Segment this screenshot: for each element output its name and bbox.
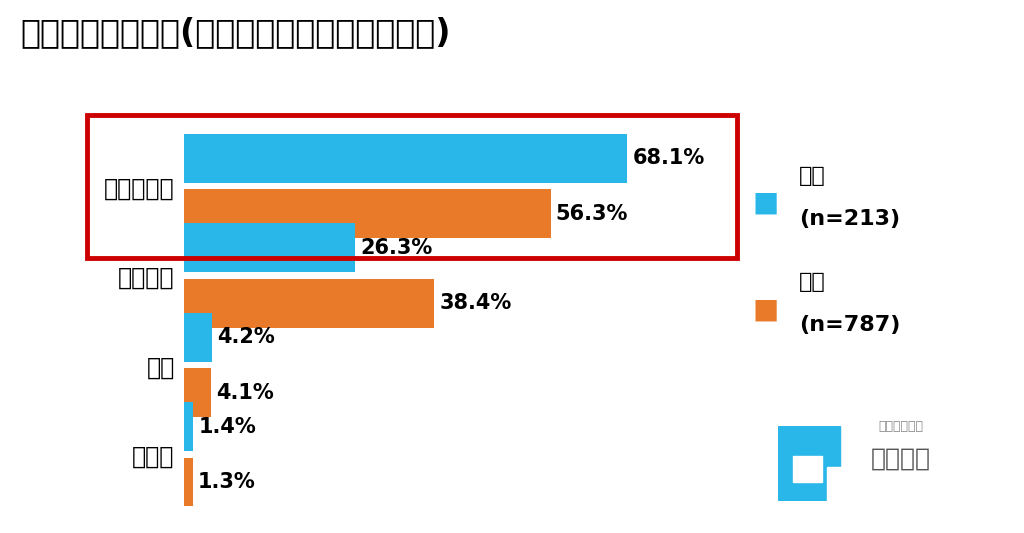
Text: 68.1%: 68.1% [633,148,705,168]
Bar [827,467,860,501]
Text: 56.3%: 56.3% [556,204,628,224]
Bar [184,313,212,362]
Text: 38.4%: 38.4% [439,293,512,313]
Bar [184,368,211,417]
Text: 県外: 県外 [799,166,825,186]
Bar [184,223,355,272]
Text: 家に価値タス: 家に価値タス [879,420,924,433]
Text: ■: ■ [753,189,779,216]
Bar [184,457,193,506]
Text: 1.4%: 1.4% [199,417,256,437]
Text: 26.3%: 26.3% [360,238,433,258]
Bar [184,402,194,451]
Bar [793,456,821,482]
Text: (n=213): (n=213) [799,208,900,229]
Bar [184,279,434,327]
Text: 空き家の取得経緯(居住地から空き家の距離別): 空き家の取得経緯(居住地から空き家の距離別) [20,16,451,49]
Text: カチタス: カチタス [871,446,931,471]
Text: (n=787): (n=787) [799,315,900,335]
Text: 4.2%: 4.2% [217,327,274,348]
Bar [184,189,551,238]
Text: 1.3%: 1.3% [198,472,256,492]
Text: 4.1%: 4.1% [216,383,274,402]
Bar [184,134,628,183]
Text: ■: ■ [753,295,779,323]
Bar [778,426,840,501]
Text: 県内: 県内 [799,272,825,293]
